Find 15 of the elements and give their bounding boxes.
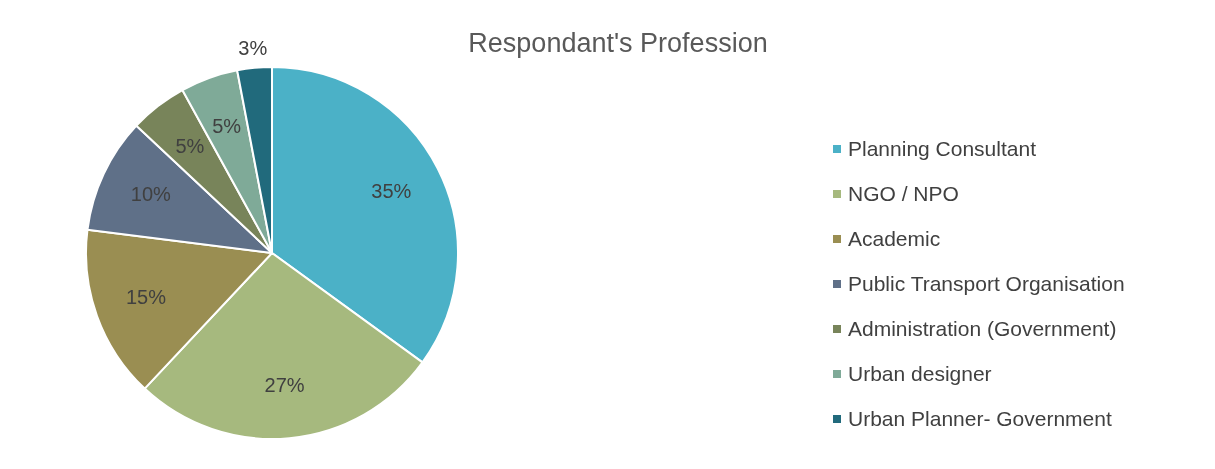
- legend-label: Urban Planner- Government: [848, 406, 1112, 431]
- legend-label: Academic: [848, 226, 941, 251]
- chart-title: Respondant's Profession: [467, 28, 769, 59]
- legend-label: Urban designer: [848, 361, 992, 386]
- legend-label: Public Transport Organisation: [848, 271, 1125, 296]
- legend-label: NGO / NPO: [848, 181, 959, 206]
- data-label: 5%: [175, 134, 205, 157]
- data-label: 15%: [125, 285, 167, 308]
- data-label: 3%: [238, 37, 268, 60]
- data-label: 35%: [371, 179, 412, 202]
- legend-label: Planning Consultant: [848, 136, 1036, 161]
- data-label: 5%: [212, 114, 242, 137]
- data-label: 27%: [264, 373, 305, 396]
- data-label: 10%: [130, 183, 172, 206]
- legend-label: Administration (Government): [848, 316, 1117, 341]
